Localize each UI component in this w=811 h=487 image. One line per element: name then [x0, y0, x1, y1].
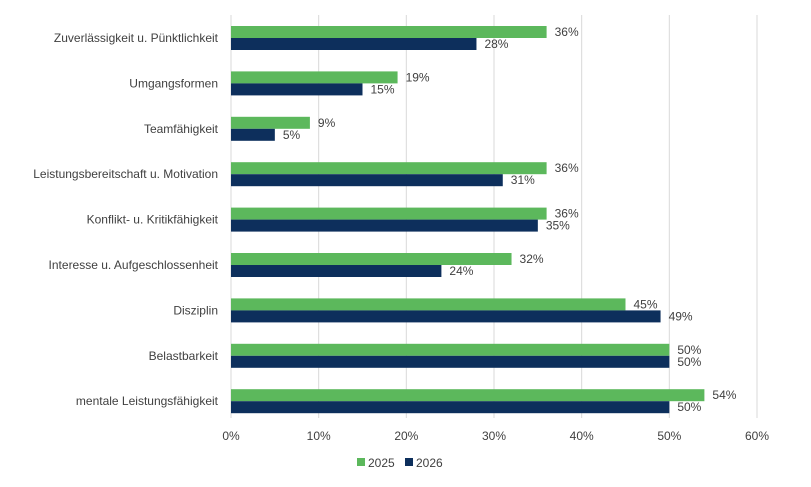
category-label: Teamfähigkeit — [144, 122, 219, 136]
data-label: 31% — [511, 173, 535, 187]
category-label: Belastbarkeit — [149, 349, 219, 363]
bar-2025 — [231, 343, 670, 356]
x-tick-label: 40% — [570, 429, 594, 443]
bar-2026 — [231, 128, 275, 141]
legend-label: 2026 — [416, 456, 443, 470]
category-label: Konflikt- u. Kritikfähigkeit — [87, 213, 219, 227]
data-label: 28% — [484, 37, 508, 51]
category-label: mentale Leistungsfähigkeit — [76, 394, 219, 408]
data-label: 35% — [546, 219, 570, 233]
category-label: Zuverlässigkeit u. Pünktlichkeit — [54, 31, 219, 45]
data-label: 5% — [283, 128, 301, 142]
x-tick-labels: 0% 10% 20% 30% 40% 50% 60% — [222, 429, 769, 443]
legend: 2025 2026 — [357, 456, 443, 470]
data-label: 50% — [677, 400, 701, 414]
bar-2026 — [231, 310, 661, 323]
bar-2026 — [231, 401, 670, 414]
category-label: Leistungsbereitschaft u. Motivation — [33, 167, 218, 181]
data-label: 15% — [371, 82, 395, 96]
category-label: Disziplin — [173, 303, 218, 317]
legend-label: 2025 — [368, 456, 395, 470]
bar-2025 — [231, 207, 547, 220]
data-label: 36% — [555, 207, 579, 221]
data-label: 32% — [520, 252, 544, 266]
category-labels: Zuverlässigkeit u. Pünktlichkeit Umgangsf… — [33, 31, 218, 408]
data-label: 54% — [712, 388, 736, 402]
x-tick-label: 10% — [307, 429, 331, 443]
bar-2026 — [231, 355, 670, 368]
bar-2025 — [231, 389, 705, 402]
bar-2026 — [231, 219, 538, 232]
bar-2025 — [231, 162, 547, 175]
data-label: 50% — [677, 355, 701, 369]
data-label: 19% — [406, 70, 430, 84]
bar-2025 — [231, 298, 626, 311]
data-label: 36% — [555, 161, 579, 175]
category-label: Interesse u. Aufgeschlossenheit — [49, 258, 219, 272]
x-tick-label: 50% — [657, 429, 681, 443]
data-label: 36% — [555, 25, 579, 39]
bar-2026 — [231, 265, 442, 277]
bar-2025 — [231, 253, 512, 265]
data-label: 49% — [669, 309, 693, 323]
category-label: Umgangsformen — [129, 76, 218, 90]
legend-swatch — [357, 458, 365, 466]
bar-2026 — [231, 83, 363, 96]
data-label: 9% — [318, 116, 336, 130]
data-label: 24% — [449, 264, 473, 278]
x-tick-label: 20% — [394, 429, 418, 443]
bar-2026 — [231, 174, 503, 187]
bar-2026 — [231, 38, 477, 50]
legend-swatch — [405, 458, 413, 466]
bar-2025 — [231, 116, 310, 129]
bar-2025 — [231, 26, 547, 38]
data-label: 45% — [634, 297, 658, 311]
x-tick-label: 60% — [745, 429, 769, 443]
x-tick-label: 0% — [222, 429, 240, 443]
bar-2025 — [231, 71, 398, 84]
bars — [231, 26, 705, 414]
x-tick-label: 30% — [482, 429, 506, 443]
data-label: 50% — [677, 343, 701, 357]
data-labels: 36%28%19%15%9%5%36%31%36%35%32%24%45%49%… — [283, 25, 737, 414]
